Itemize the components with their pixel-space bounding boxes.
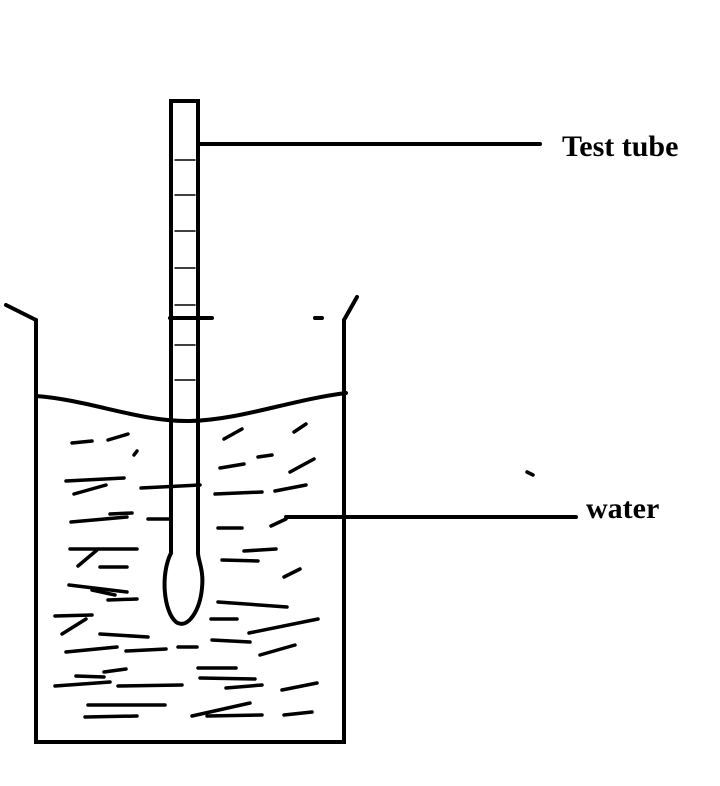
water-hatching bbox=[53, 422, 320, 719]
beaker-outline bbox=[34, 318, 346, 744]
test-tube-bulb bbox=[162, 551, 205, 626]
water-label: water bbox=[586, 492, 659, 525]
beaker bbox=[4, 295, 359, 744]
beaker-left-lip bbox=[4, 303, 38, 322]
test-tube-graduations bbox=[174, 159, 196, 381]
water-surface bbox=[34, 391, 348, 424]
beaker-right-lip bbox=[342, 295, 359, 322]
stray-mark bbox=[525, 470, 535, 477]
test-tube bbox=[162, 99, 205, 626]
test-tube-label: Test tube bbox=[562, 130, 678, 163]
test-tube-body bbox=[169, 99, 200, 555]
